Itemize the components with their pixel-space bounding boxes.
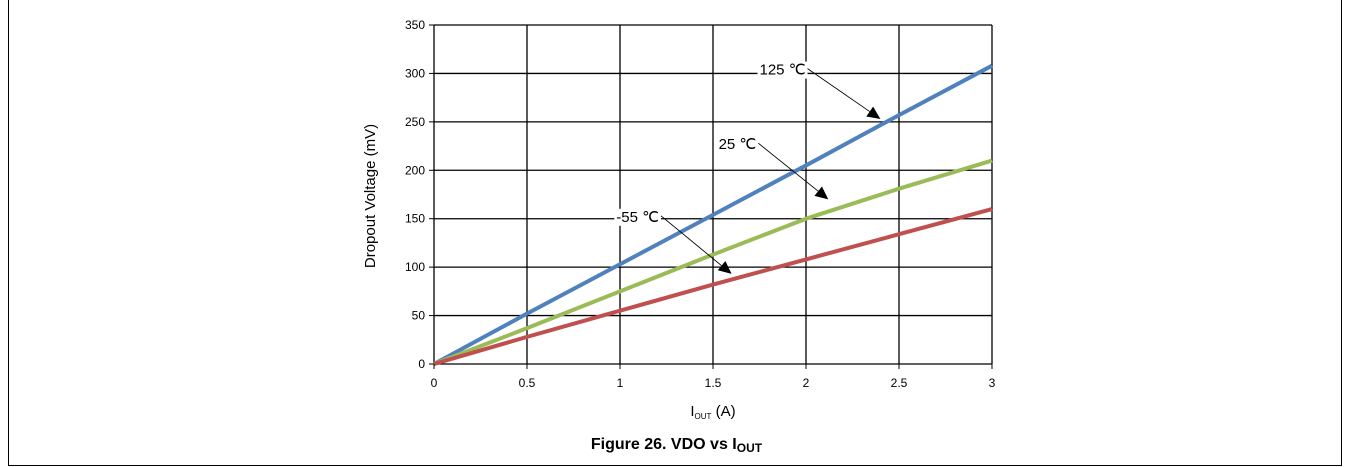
x-axis-title-main: I [690,403,694,420]
annotation-leader-2 [660,215,722,267]
y-tick-label: 200 [405,163,425,177]
annotation-label-1: 25 ℃ [719,136,757,153]
y-tick-label: 50 [412,309,426,323]
y-tick-label: 150 [405,212,425,226]
x-tick-label: 1 [617,376,624,390]
annotation-label-2: -55 ℃ [616,209,659,226]
chart-ticks: 0 0.5 1 1.5 2 2.5 3 0 50 100 150 200 250 300 350 [405,18,996,390]
x-tick-label: 0.5 [519,376,536,390]
y-tick-label: 100 [405,260,425,274]
x-tick-label: 2.5 [891,376,908,390]
series-line-1 [433,158,993,366]
annotation-bg-0 [757,61,808,79]
annotation-bg-1 [716,136,759,154]
figure-frame [8,0,1342,466]
x-axis-title-suffix: (A) [711,403,735,420]
y-axis-title: Dropout Voltage (mV) [362,124,379,268]
chart-series [433,63,993,366]
x-tick-label: 0 [431,376,438,390]
annotation-leader-0 [807,68,870,112]
y-tick-label: 0 [418,357,425,371]
figure-caption: Figure 26. VDO vs IOUT [0,436,1353,455]
annotation-leader-1 [758,142,819,192]
x-axis-title-sub: OUT [695,412,712,421]
annotation-bg-2 [614,208,661,226]
x-tick-label: 1.5 [705,376,722,390]
annotation-arrowhead-2 [717,261,732,274]
x-tick-label: 2 [803,376,810,390]
caption-subscript: OUT [736,441,763,455]
annotation-label-0: 125 ℃ [760,62,806,79]
caption-text: Figure 26. VDO vs I [590,436,737,453]
chart-annotations: 125 ℃ 25 ℃ -55 ℃ [614,61,881,274]
series-line-2 [433,207,993,366]
y-tick-label: 350 [405,18,425,32]
x-axis-title: IOUT (A) [690,403,735,421]
annotation-arrowhead-1 [814,186,829,200]
y-tick-label: 250 [405,115,425,129]
chart-grid [433,24,993,365]
series-line-0 [433,63,993,366]
annotation-arrowhead-0 [866,106,881,119]
x-tick-label: 3 [989,376,996,390]
y-tick-label: 300 [405,66,425,80]
